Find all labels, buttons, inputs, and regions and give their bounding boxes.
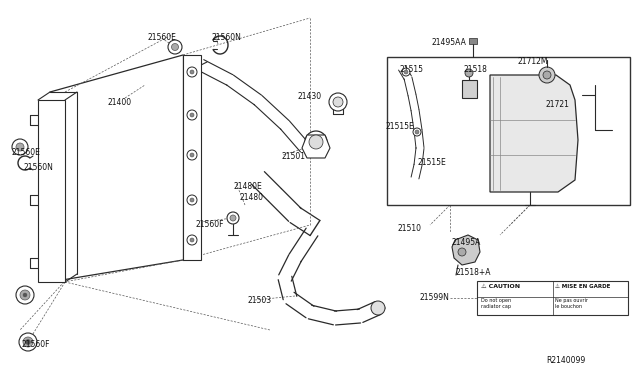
Circle shape	[413, 128, 421, 136]
Circle shape	[305, 131, 327, 153]
Text: 21515E: 21515E	[385, 122, 413, 131]
Circle shape	[23, 293, 27, 297]
Text: ⚠ MISE EN GARDE: ⚠ MISE EN GARDE	[555, 284, 611, 289]
Circle shape	[19, 333, 37, 351]
Circle shape	[190, 238, 194, 242]
Circle shape	[404, 70, 408, 74]
Circle shape	[190, 113, 194, 117]
Text: 21560N: 21560N	[212, 33, 242, 42]
Text: 21515: 21515	[400, 65, 424, 74]
Text: 21560E: 21560E	[148, 33, 177, 42]
Circle shape	[12, 139, 28, 155]
Circle shape	[187, 150, 197, 160]
Circle shape	[402, 68, 410, 76]
Text: 21721: 21721	[546, 100, 570, 109]
Text: 21480: 21480	[239, 193, 263, 202]
Text: 21518: 21518	[464, 65, 488, 74]
Circle shape	[187, 235, 197, 245]
Bar	[477, 281, 628, 315]
Circle shape	[371, 301, 385, 315]
Bar	[462, 80, 477, 98]
Text: 21560N: 21560N	[24, 163, 54, 172]
Text: 21400: 21400	[108, 98, 132, 107]
Text: 21515E: 21515E	[418, 158, 447, 167]
Text: 21518+A: 21518+A	[456, 268, 492, 277]
Text: Do not open
radiator cap: Do not open radiator cap	[481, 298, 511, 309]
Polygon shape	[452, 235, 480, 265]
Text: ⚠ CAUTION: ⚠ CAUTION	[481, 284, 520, 289]
Bar	[183, 55, 201, 260]
Circle shape	[190, 70, 194, 74]
Text: R2140099: R2140099	[546, 356, 585, 365]
Circle shape	[309, 135, 323, 149]
Circle shape	[16, 143, 24, 151]
Bar	[387, 57, 630, 205]
Circle shape	[458, 248, 466, 256]
Text: 21510: 21510	[397, 224, 421, 233]
Circle shape	[16, 286, 34, 304]
Text: 21560F: 21560F	[195, 220, 223, 229]
Circle shape	[227, 212, 239, 224]
Text: Ne pas ouvrir
le bouchon: Ne pas ouvrir le bouchon	[555, 298, 588, 309]
Circle shape	[465, 69, 473, 77]
Circle shape	[26, 340, 31, 344]
Bar	[38, 100, 65, 282]
Circle shape	[190, 198, 194, 202]
Circle shape	[333, 97, 343, 107]
Circle shape	[230, 215, 236, 221]
Text: 21495A: 21495A	[451, 238, 481, 247]
Text: 21480E: 21480E	[233, 182, 262, 191]
Circle shape	[23, 337, 33, 347]
Circle shape	[172, 44, 179, 51]
Circle shape	[187, 110, 197, 120]
Circle shape	[539, 67, 555, 83]
Circle shape	[187, 67, 197, 77]
Circle shape	[168, 40, 182, 54]
Text: 21501: 21501	[281, 152, 305, 161]
Text: 21599N: 21599N	[420, 293, 450, 302]
Circle shape	[543, 71, 551, 79]
Text: 21503: 21503	[248, 296, 272, 305]
Text: 21560E: 21560E	[12, 148, 41, 157]
Text: 21495AA: 21495AA	[431, 38, 466, 47]
Text: 21430: 21430	[298, 92, 322, 101]
Circle shape	[190, 153, 194, 157]
Circle shape	[187, 195, 197, 205]
Text: 21712M: 21712M	[518, 57, 548, 66]
Polygon shape	[490, 75, 578, 192]
Bar	[469, 38, 477, 44]
Circle shape	[415, 130, 419, 134]
Circle shape	[329, 93, 347, 111]
Text: 21560F: 21560F	[22, 340, 51, 349]
Circle shape	[20, 290, 30, 300]
Polygon shape	[302, 135, 330, 158]
